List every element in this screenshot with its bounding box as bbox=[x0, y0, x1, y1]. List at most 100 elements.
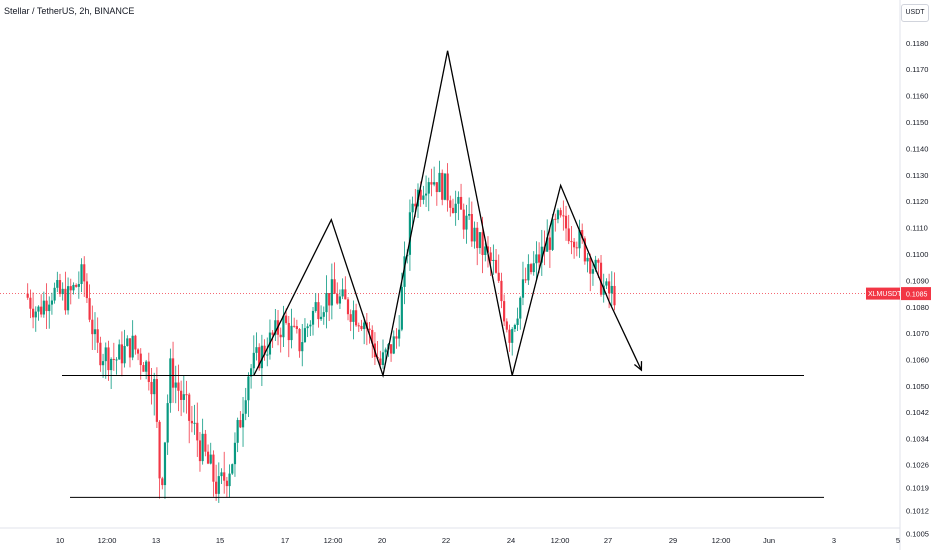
candle bbox=[56, 271, 59, 293]
candle bbox=[459, 183, 463, 210]
candle bbox=[341, 278, 344, 300]
price-tick-label: 0.1012 bbox=[906, 506, 929, 515]
candle bbox=[468, 197, 471, 220]
candle bbox=[529, 262, 533, 275]
time-tick-label: 13 bbox=[152, 536, 160, 545]
candle bbox=[516, 307, 519, 332]
candle bbox=[354, 303, 358, 327]
price-axis[interactable]: 0.1180 0.1170 0.1160 0.1150 0.1140 0.1130 0.11… bbox=[906, 39, 929, 539]
candle bbox=[120, 331, 124, 377]
candle bbox=[451, 198, 455, 214]
candle bbox=[352, 300, 355, 340]
candle bbox=[228, 464, 231, 498]
price-tag bbox=[901, 287, 931, 301]
price-tick-label: 0.1140 bbox=[906, 144, 928, 153]
candle bbox=[107, 340, 110, 381]
candle bbox=[274, 308, 277, 341]
candle bbox=[567, 214, 570, 245]
candle bbox=[177, 364, 180, 412]
candle bbox=[193, 404, 196, 435]
candle bbox=[338, 289, 342, 310]
price-tick-label: 0.1170 bbox=[906, 65, 928, 74]
candle bbox=[104, 342, 107, 379]
zigzag-path[interactable] bbox=[253, 50, 642, 378]
pattern-drawing[interactable] bbox=[253, 50, 643, 378]
candle bbox=[295, 319, 298, 334]
candle bbox=[503, 294, 506, 327]
candle bbox=[155, 367, 158, 428]
candle bbox=[497, 254, 500, 283]
price-tick-label: 0.1026 bbox=[906, 461, 929, 470]
candle bbox=[513, 323, 516, 333]
candle bbox=[438, 160, 441, 193]
candle bbox=[258, 343, 261, 371]
candle bbox=[180, 380, 183, 417]
candle bbox=[42, 291, 45, 318]
chart-title: Stellar / TetherUS, 2h, BINANCE bbox=[4, 6, 135, 16]
candle bbox=[322, 306, 325, 325]
support-lines[interactable] bbox=[62, 374, 824, 498]
candle bbox=[58, 273, 62, 297]
candle bbox=[581, 223, 584, 244]
currency-unit-button[interactable]: USDT bbox=[901, 4, 929, 22]
candle bbox=[591, 261, 595, 286]
candle bbox=[457, 191, 460, 221]
candle bbox=[48, 296, 51, 329]
candle bbox=[233, 432, 237, 477]
candle bbox=[85, 273, 89, 303]
candle bbox=[551, 213, 554, 251]
time-tick-label: 29 bbox=[669, 536, 677, 545]
candle bbox=[166, 394, 169, 455]
candle bbox=[45, 283, 48, 329]
candle bbox=[188, 392, 191, 444]
candle bbox=[398, 315, 401, 347]
candle bbox=[559, 207, 562, 218]
candle bbox=[101, 353, 105, 378]
symbol-tag bbox=[866, 287, 900, 300]
time-tick-label: Jun bbox=[763, 536, 775, 545]
candle bbox=[311, 306, 315, 336]
last-price-tag: XLMUSDT 0.1085 bbox=[866, 287, 931, 301]
candle bbox=[212, 450, 215, 497]
price-tick-label: 0.1050 bbox=[906, 382, 929, 391]
candle bbox=[317, 293, 320, 328]
candle bbox=[31, 292, 35, 329]
candle bbox=[150, 367, 153, 405]
candle bbox=[540, 229, 543, 276]
candle bbox=[96, 317, 99, 353]
time-axis[interactable]: 10 12:00 13 15 17 12:00 20 22 24 12:00 27 29 12:00 Ju… bbox=[56, 536, 900, 545]
candle bbox=[244, 387, 247, 421]
time-tick-label: 12:00 bbox=[324, 536, 343, 545]
candle bbox=[147, 352, 150, 391]
candle bbox=[134, 334, 137, 355]
price-tick-label: 0.1120 bbox=[906, 197, 928, 206]
candle bbox=[562, 200, 565, 231]
candle bbox=[169, 348, 172, 413]
time-tick-label: 15 bbox=[216, 536, 224, 545]
candle bbox=[333, 262, 336, 295]
candle bbox=[422, 185, 425, 205]
candle bbox=[583, 236, 586, 265]
candle bbox=[524, 267, 527, 284]
time-tick-label: 22 bbox=[442, 536, 450, 545]
candle bbox=[174, 365, 177, 404]
candle bbox=[209, 442, 212, 465]
candle bbox=[303, 318, 307, 344]
candle bbox=[72, 282, 75, 295]
candle bbox=[198, 431, 202, 472]
candle bbox=[142, 362, 145, 372]
candle bbox=[239, 411, 242, 429]
candle bbox=[80, 258, 83, 293]
price-tick-label: 0.1150 bbox=[906, 118, 928, 127]
candle bbox=[349, 309, 352, 332]
candle bbox=[389, 344, 393, 362]
price-tick-label: 0.1180 bbox=[906, 39, 928, 48]
price-tick-label: 0.1005 bbox=[906, 529, 929, 538]
candle bbox=[433, 166, 436, 187]
candle bbox=[470, 201, 473, 247]
candle bbox=[263, 339, 266, 361]
candle bbox=[505, 318, 508, 333]
time-tick-label: 27 bbox=[604, 536, 612, 545]
candle bbox=[40, 294, 43, 318]
